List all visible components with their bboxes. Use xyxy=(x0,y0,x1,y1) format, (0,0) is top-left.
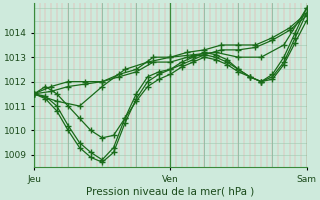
X-axis label: Pression niveau de la mer( hPa ): Pression niveau de la mer( hPa ) xyxy=(86,187,254,197)
